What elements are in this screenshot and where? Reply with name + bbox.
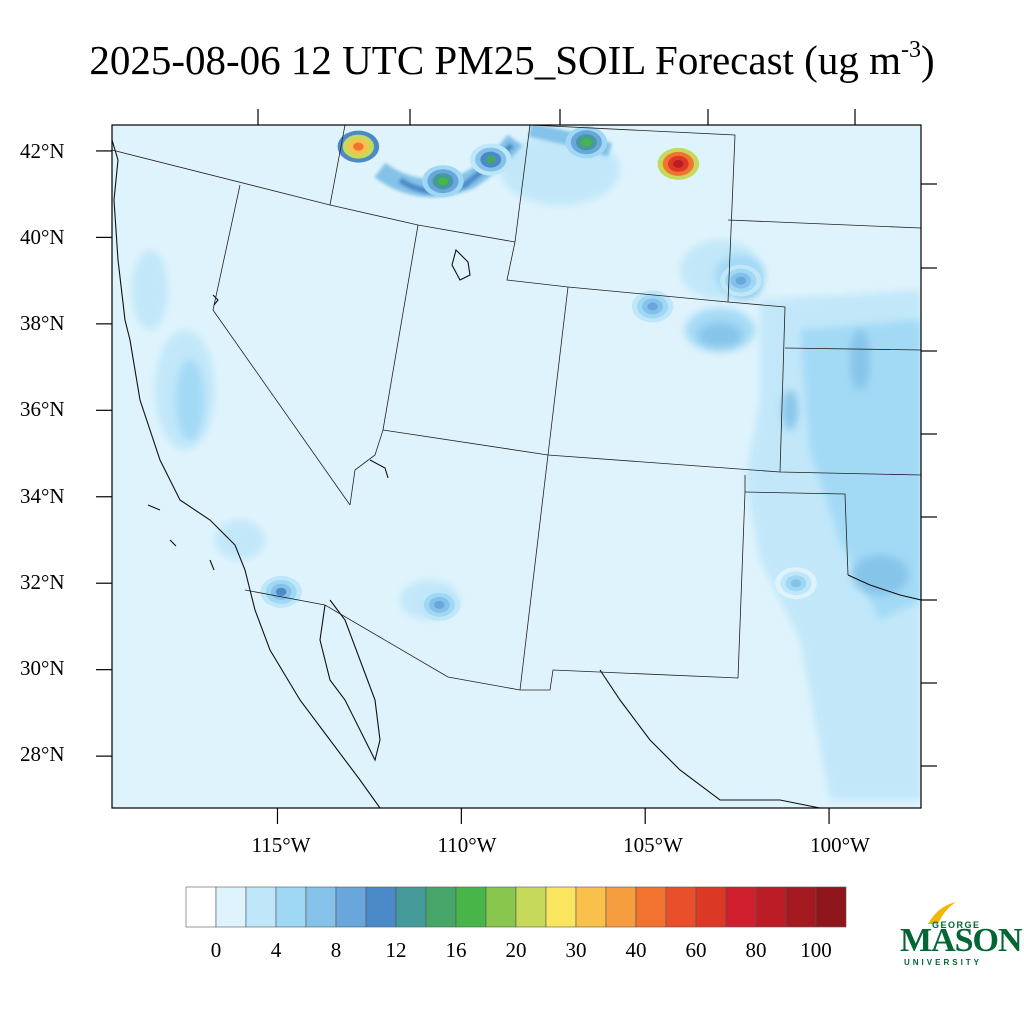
- colorbar-label: 60: [685, 938, 707, 962]
- logo-line3: UNIVERSITY: [904, 958, 983, 967]
- colorbar-swatch: [635, 886, 667, 928]
- lat-label: 40°N: [20, 225, 65, 249]
- colorbar-swatch: [425, 886, 457, 928]
- concentration-hotspot: [631, 290, 674, 323]
- lat-label: 36°N: [20, 397, 65, 421]
- colorbar-swatch: [275, 886, 307, 928]
- colorbar-swatch: [515, 886, 547, 928]
- colorbar-swatch: [605, 886, 637, 928]
- hotspot-contour: [434, 600, 445, 609]
- colorbar-label: 30: [565, 938, 587, 962]
- state-boundaries: [112, 125, 921, 691]
- concentration-hotspot: [337, 130, 380, 163]
- colorbar-swatch: [575, 886, 607, 928]
- coastlines: [112, 139, 921, 808]
- concentration-hotspot: [418, 588, 461, 621]
- lon-label: 100°W: [810, 833, 870, 857]
- colorbar-label: 100: [800, 938, 832, 962]
- concentration-field: [132, 125, 921, 800]
- colorbar-swatch: [335, 886, 367, 928]
- colorbar-swatch: [665, 886, 697, 928]
- colorbar: [185, 886, 847, 928]
- colorbar-label: 80: [745, 938, 767, 962]
- concentration-hotspot: [565, 126, 608, 159]
- lon-label: 105°W: [623, 833, 683, 857]
- colorbar-swatch: [305, 886, 337, 928]
- colorbar-swatch: [815, 886, 847, 928]
- lat-label: 38°N: [20, 311, 65, 335]
- colorbar-label: 0: [210, 938, 222, 962]
- page-title: 2025-08-06 12 UTC PM25_SOIL Forecast (ug…: [89, 37, 935, 83]
- map-frame: [111, 124, 922, 809]
- hotspot-contour: [437, 177, 449, 186]
- colorbar-swatch: [365, 886, 397, 928]
- concentration-hotspot: [775, 567, 817, 600]
- lat-label: 42°N: [20, 139, 65, 163]
- colorbar-label: 40: [625, 938, 647, 962]
- concentration-hotspot: [657, 147, 700, 180]
- hotspot-contour: [485, 155, 496, 164]
- colorbar-swatch: [695, 886, 727, 928]
- lon-label: 115°W: [251, 833, 311, 857]
- concentration-hotspot: [260, 575, 302, 608]
- colorbar-label: 16: [445, 938, 467, 962]
- lon-label: 110°W: [437, 833, 497, 857]
- george-mason-logo: GEORGE MASON UNIVERSITY: [898, 898, 1023, 970]
- hotspot-contour: [735, 276, 747, 285]
- concentration-hotspot: [720, 264, 762, 297]
- hotspot-contour: [790, 579, 802, 588]
- hotspot-contour: [581, 138, 592, 147]
- hotspot-contour: [353, 142, 364, 151]
- logo-line2: MASON: [900, 922, 1023, 959]
- colorbar-swatch: [755, 886, 787, 928]
- colorbar-swatch: [485, 886, 517, 928]
- colorbar-label: 4: [270, 938, 282, 962]
- hotspot-contour: [275, 587, 287, 596]
- colorbar-label: 8: [330, 938, 342, 962]
- colorbar-swatch: [215, 886, 247, 928]
- map-ticks: [96, 109, 937, 824]
- colorbar-swatch: [545, 886, 577, 928]
- lat-label: 34°N: [20, 484, 65, 508]
- logo-line1: GEORGE: [932, 920, 981, 930]
- colorbar-swatch: [725, 886, 757, 928]
- logo-swoosh-icon: [928, 902, 956, 924]
- colorbar-swatch: [395, 886, 427, 928]
- hotspot-contour: [673, 159, 684, 168]
- colorbar-swatch: [185, 886, 217, 928]
- lat-label: 30°N: [20, 656, 65, 680]
- concentration-hotspot: [422, 165, 464, 198]
- colorbar-label: 12: [385, 938, 407, 962]
- colorbar-swatch: [245, 886, 277, 928]
- colorbar-swatch: [455, 886, 487, 928]
- colorbar-swatch: [785, 886, 817, 928]
- lat-label: 28°N: [20, 742, 65, 766]
- lat-label: 32°N: [20, 570, 65, 594]
- colorbar-label: 20: [505, 938, 527, 962]
- concentration-hotspot: [469, 143, 512, 176]
- hotspot-contour: [647, 302, 658, 311]
